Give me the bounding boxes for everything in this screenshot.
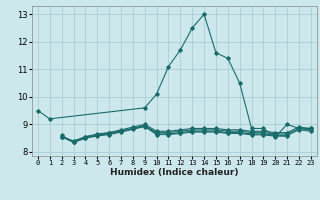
X-axis label: Humidex (Indice chaleur): Humidex (Indice chaleur) — [110, 168, 239, 177]
